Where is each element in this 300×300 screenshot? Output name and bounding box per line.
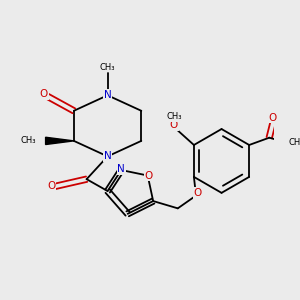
Text: N: N	[104, 90, 112, 100]
Text: CH₃: CH₃	[21, 136, 37, 146]
Text: CH₃: CH₃	[289, 138, 300, 147]
Text: CH₃: CH₃	[100, 62, 115, 71]
Text: N: N	[117, 164, 125, 174]
Text: O: O	[47, 182, 55, 191]
Text: O: O	[145, 170, 153, 181]
Text: O: O	[269, 112, 277, 123]
Text: O: O	[170, 120, 178, 130]
Text: O: O	[194, 188, 202, 198]
Text: O: O	[40, 89, 48, 99]
Text: N: N	[104, 152, 112, 161]
Polygon shape	[46, 137, 74, 145]
Text: CH₃: CH₃	[166, 112, 182, 121]
